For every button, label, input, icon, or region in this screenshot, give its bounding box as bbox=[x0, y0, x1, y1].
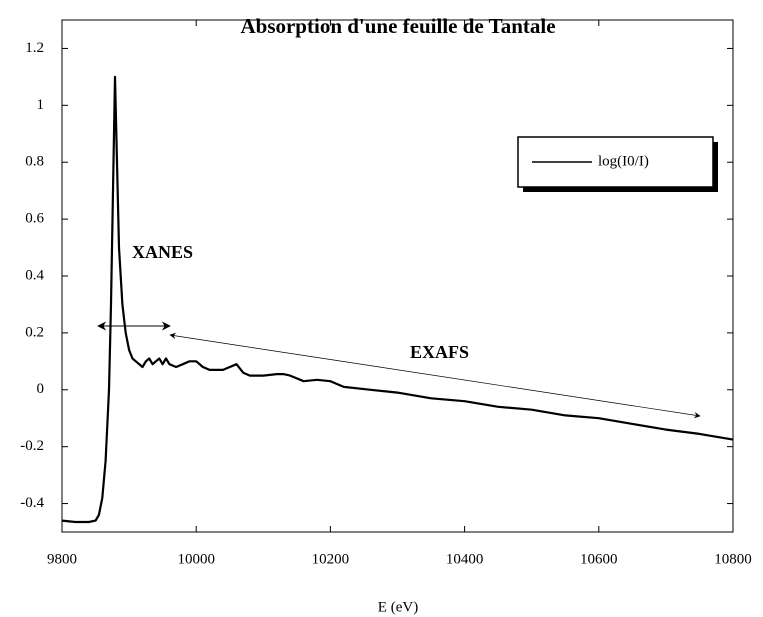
x-tick-label: 10000 bbox=[177, 551, 215, 567]
legend-label: log(I0/I) bbox=[598, 153, 649, 169]
y-tick-label: -0.2 bbox=[20, 438, 44, 454]
y-tick-label: 0 bbox=[37, 381, 45, 397]
y-tick-label: -0.4 bbox=[20, 495, 44, 511]
annotation: EXAFS bbox=[410, 342, 469, 362]
data-line bbox=[61, 75, 734, 524]
y-tick-label: 0.2 bbox=[25, 324, 44, 340]
y-tick-label: 0.6 bbox=[25, 211, 44, 227]
y-tick-label: 1 bbox=[37, 97, 45, 113]
y-tick-label: 1.2 bbox=[25, 40, 44, 56]
x-tick-label: 10800 bbox=[714, 551, 752, 567]
annotation: XANES bbox=[132, 242, 193, 262]
chart-title: Absorption d'une feuille de Tantale bbox=[240, 14, 555, 38]
exafs-arrow bbox=[169, 332, 701, 419]
plot-frame bbox=[61, 19, 734, 533]
y-tick-label: 0.4 bbox=[25, 267, 44, 283]
x-axis-label: E (eV) bbox=[378, 599, 418, 615]
y-tick-label: 0.8 bbox=[25, 154, 44, 170]
x-tick-label: 10400 bbox=[446, 551, 484, 567]
x-tick-label: 9800 bbox=[47, 551, 77, 567]
legend: log(I0/I) bbox=[517, 136, 718, 192]
x-tick-label: 10200 bbox=[312, 551, 350, 567]
x-tick-label: 10600 bbox=[580, 551, 618, 567]
